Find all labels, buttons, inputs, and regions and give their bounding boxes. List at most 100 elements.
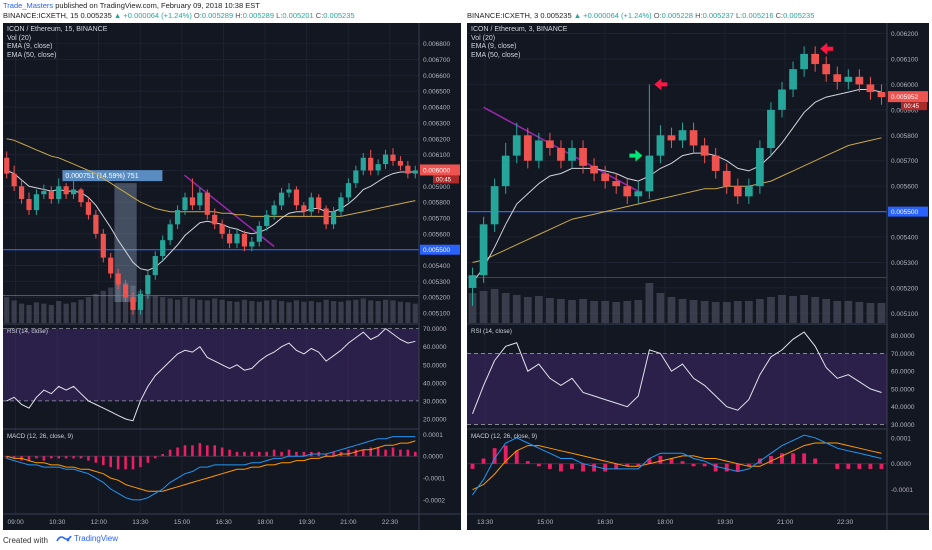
measure-label-box — [62, 170, 163, 182]
candle-body — [70, 189, 77, 195]
volume-bar — [226, 301, 233, 323]
volume-bar — [490, 289, 499, 323]
volume-bar — [877, 303, 886, 323]
volume-bar — [212, 298, 218, 323]
time-tick-label: 09:00 — [7, 519, 24, 526]
candle-body — [390, 154, 396, 161]
volume-bar — [85, 297, 92, 323]
volume-bar — [70, 302, 77, 323]
candle-body — [534, 140, 543, 161]
green-arrow-icon — [629, 149, 643, 162]
volume-bar — [204, 300, 210, 323]
candle-body — [63, 186, 69, 195]
price-tick-label: 0.006300 — [423, 120, 450, 127]
volume-bar — [256, 301, 262, 323]
right-chart-canvas[interactable]: 0.006200 0.006100 0.006000 0.005900 0.005800… — [467, 23, 929, 530]
price-tick-label: 0.005900 — [891, 107, 918, 114]
volume-bar — [11, 300, 17, 323]
price-tick-label: 0.005600 — [423, 231, 450, 238]
price-tick-label: 0.005300 — [891, 260, 918, 267]
candle-body — [189, 197, 196, 206]
macd-tick-label: -0.0001 — [423, 476, 445, 483]
candle-body — [48, 191, 54, 199]
volume-bar — [833, 301, 842, 323]
volume-bar — [4, 297, 10, 323]
volume-bar — [189, 298, 196, 323]
candle-body — [219, 224, 225, 234]
time-tick-label: 18:00 — [257, 519, 274, 526]
candle-body — [833, 74, 842, 82]
candle-body — [634, 191, 643, 197]
candle-body — [612, 181, 621, 187]
candle-body — [26, 198, 32, 211]
volume-bar — [271, 299, 277, 323]
time-tick-label: 22:30 — [837, 519, 854, 526]
candle-body — [844, 76, 853, 82]
candle-body — [733, 186, 742, 197]
left-legend-ema9: EMA (9, close) — [7, 43, 53, 51]
left-symbol-line: BINANCE:ICXETH, 15 0.005235 ▲ +0.000064 … — [3, 11, 355, 20]
left-low: 0.005201 — [282, 11, 314, 20]
tradingview-link[interactable]: TradingView — [56, 534, 118, 543]
macd-tick-label: -0.0002 — [423, 497, 445, 504]
countdown-label: 00:45 — [904, 104, 920, 110]
candle-body — [656, 135, 665, 156]
volume-bar — [345, 300, 352, 323]
ema9-line — [6, 170, 416, 271]
rsi-line — [472, 331, 882, 414]
volume-bar — [656, 293, 665, 323]
volume-bar — [756, 299, 764, 323]
price-tick-label: 0.005600 — [891, 184, 918, 191]
candle-body — [122, 284, 129, 298]
left-open: 0.005289 — [201, 11, 234, 20]
macd-tick-label: 0.0000 — [891, 461, 911, 468]
candle-body — [56, 186, 62, 199]
author-link[interactable]: Trade_Masters — [3, 1, 54, 10]
tradingview-logo-icon — [56, 535, 72, 542]
candle-body — [226, 233, 233, 244]
time-tick-label: 19:30 — [299, 519, 316, 526]
volume-bar — [733, 301, 742, 323]
rsi-tick-label: 50.0000 — [891, 386, 915, 393]
volume-bar — [468, 293, 477, 323]
volume-bar — [160, 297, 166, 323]
macd-tick-label: -0.0001 — [891, 487, 913, 494]
candle-body — [855, 76, 864, 85]
candle-body — [479, 224, 488, 276]
red-arrow-icon — [654, 78, 668, 91]
left-rsi-label: RSI (14, close) — [7, 328, 48, 335]
right-low: 0.005216 — [742, 11, 774, 20]
candle-body — [523, 135, 532, 161]
macd-tick-label: 0.0001 — [423, 432, 443, 439]
candle-body — [667, 135, 676, 141]
time-tick-label: 16:30 — [597, 519, 614, 526]
volume-bar — [41, 303, 47, 323]
time-tick-label: 21:00 — [340, 519, 357, 526]
left-chart-canvas[interactable]: 0.000751 (14.59%) 751 0.006800 0.006700 0.0… — [3, 23, 461, 530]
volume-bar — [100, 290, 106, 323]
volume-bar — [711, 302, 720, 323]
price-tick-label: 0.006000 — [891, 82, 918, 89]
volume-bar — [26, 304, 32, 323]
volume-bar — [479, 291, 488, 323]
volume-bar — [501, 293, 510, 323]
left-symbol: BINANCE:ICXETH, 15 — [3, 11, 79, 20]
volume-bar — [78, 299, 84, 323]
time-tick-label: 10:30 — [49, 519, 66, 526]
candle-body — [330, 211, 337, 225]
rsi-tick-label: 40.0000 — [423, 380, 447, 387]
candle-body — [501, 155, 510, 187]
left-chart[interactable]: 0.000751 (14.59%) 751 0.006800 0.006700 0.0… — [3, 23, 461, 530]
right-chart[interactable]: 0.006200 0.006100 0.006000 0.005900 0.005800… — [467, 23, 929, 530]
candle-body — [468, 275, 477, 288]
candle-body — [490, 186, 499, 225]
volume-bar — [353, 299, 359, 323]
price-tick-label: 0.005300 — [423, 279, 450, 286]
publish-line: Trade_Masters published on TradingView.c… — [3, 1, 260, 10]
candle-body — [316, 197, 322, 209]
right-last: 0.005235 — [540, 11, 572, 20]
right-change: ▲ +0.000064 (+1.24%) — [573, 11, 652, 20]
candle-body — [174, 210, 181, 225]
candle-body — [11, 173, 17, 187]
candle-body — [204, 192, 210, 215]
